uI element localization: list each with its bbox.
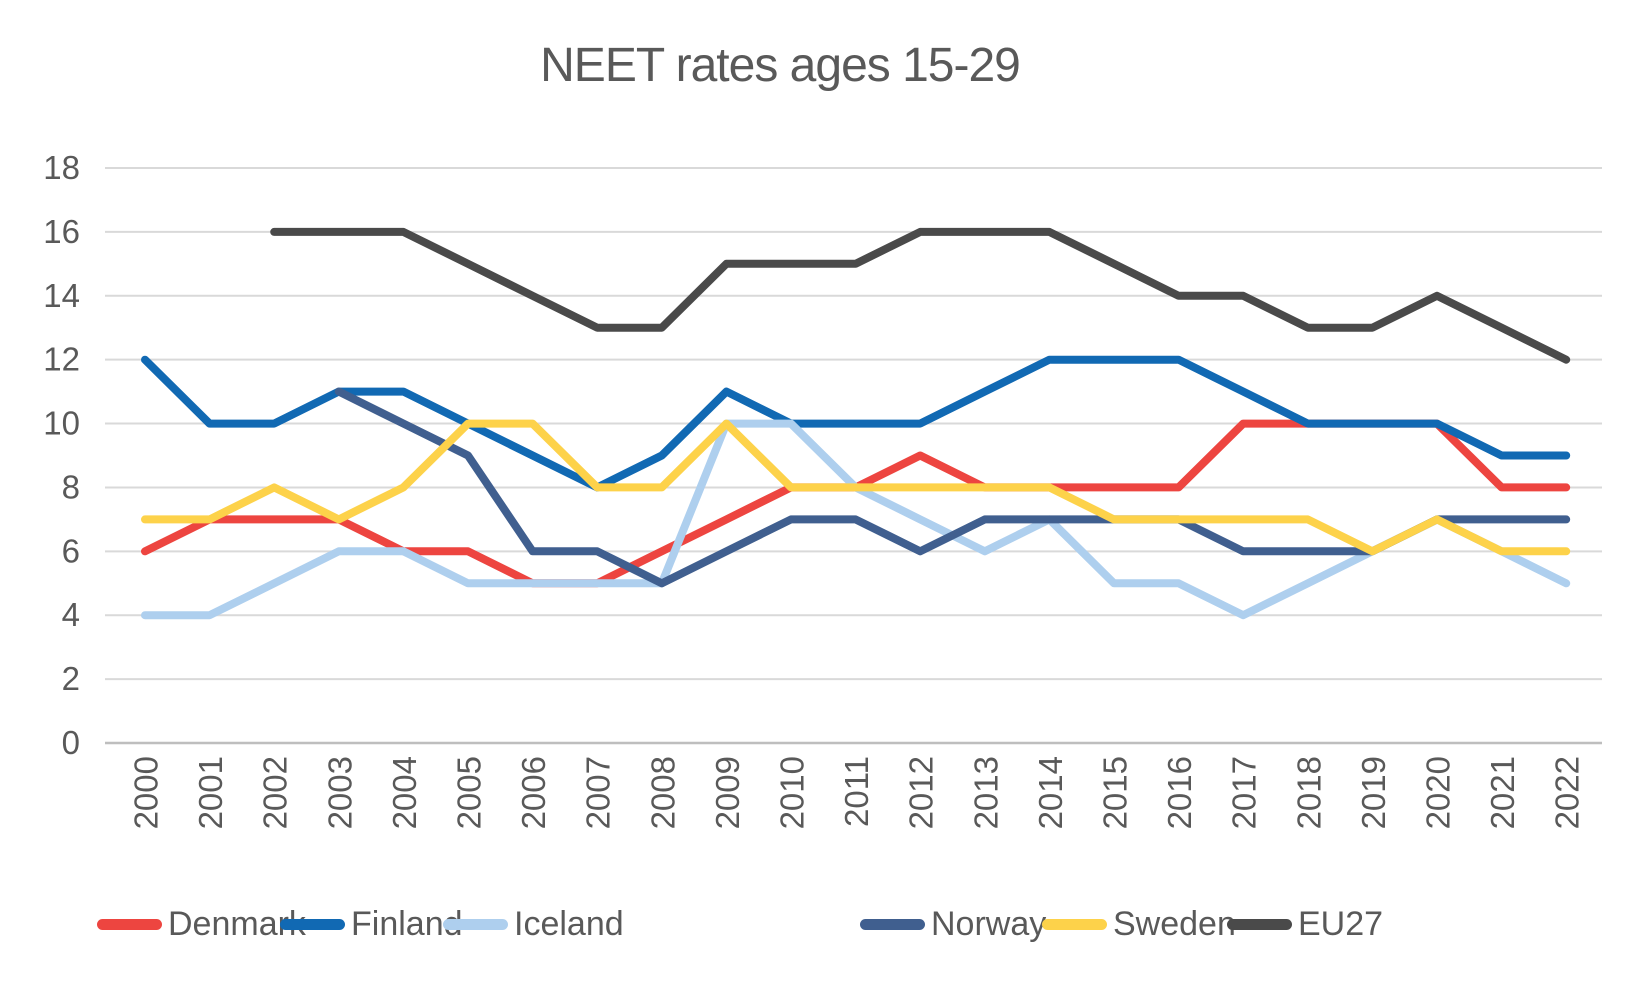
x-tick-label: 2019	[1355, 756, 1392, 829]
x-tick-label: 2010	[774, 756, 811, 829]
x-tick-label: 2007	[580, 756, 617, 829]
x-tick-label: 2005	[451, 756, 488, 829]
x-tick-label: 2013	[967, 756, 1004, 829]
y-tick-label: 14	[43, 277, 80, 314]
series-line-eu27	[270, 227, 1571, 364]
y-tick-label: 12	[43, 341, 80, 378]
x-tick-label: 2008	[644, 756, 681, 829]
y-tick-label: 4	[62, 596, 80, 633]
x-tick-label: 2009	[709, 756, 746, 829]
series-line-norway	[334, 387, 1571, 588]
y-tick-label: 6	[62, 532, 80, 569]
x-tick-label: 2015	[1097, 756, 1134, 829]
series-line-sweden	[141, 419, 1571, 556]
x-tick-label: 2022	[1549, 756, 1586, 829]
x-tick-label: 2014	[1032, 756, 1069, 829]
x-tick-label: 2012	[903, 756, 940, 829]
y-tick-label: 2	[62, 660, 80, 697]
y-tick-label: 16	[43, 213, 80, 250]
x-tick-label: 2004	[386, 756, 423, 829]
x-tick-label: 2016	[1161, 756, 1198, 829]
x-tick-label: 2018	[1290, 756, 1327, 829]
x-tick-label: 2000	[128, 756, 165, 829]
x-tick-label: 2011	[838, 756, 875, 827]
x-tick-label: 2006	[515, 756, 552, 829]
x-tick-label: 2017	[1226, 756, 1263, 829]
x-tick-label: 2020	[1420, 756, 1457, 829]
chart-title: NEET rates ages 15-29	[540, 39, 1021, 92]
y-tick-label: 8	[62, 468, 80, 505]
x-tick-label: 2001	[192, 756, 229, 829]
x-tick-label: 2021	[1484, 756, 1521, 829]
x-tick-label: 2002	[257, 756, 294, 829]
y-tick-label: 0	[62, 724, 80, 761]
series-line-finland	[141, 355, 1571, 492]
y-tick-label: 10	[43, 405, 80, 442]
y-tick-label: 18	[43, 149, 80, 186]
x-tick-label: 2003	[321, 756, 358, 829]
